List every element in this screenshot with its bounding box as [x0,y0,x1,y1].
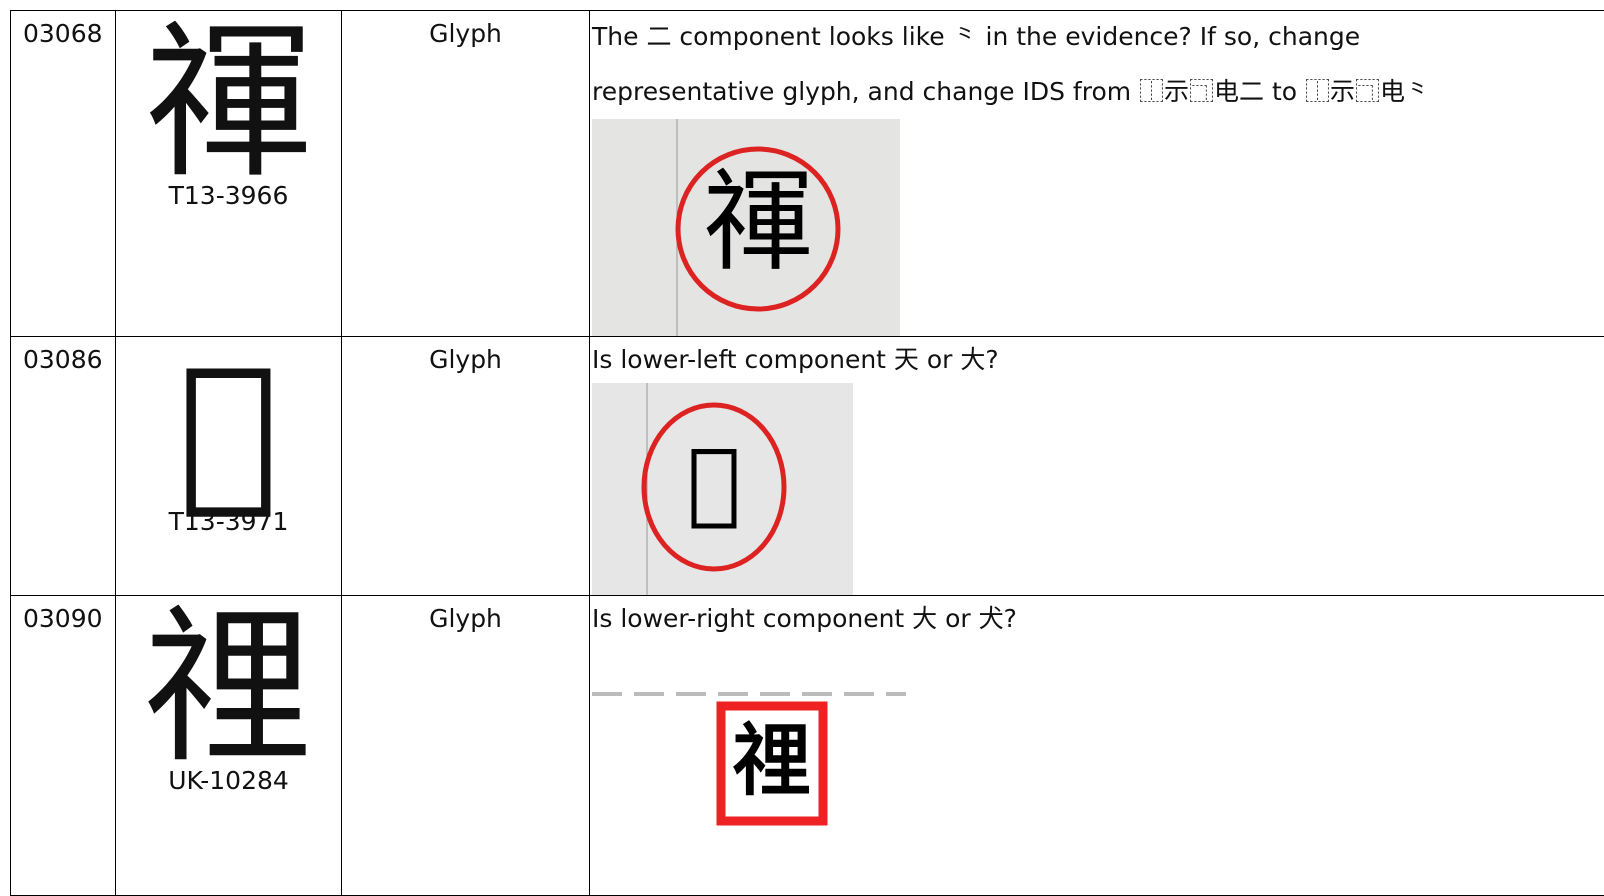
source: T13-3971 [116,507,341,536]
type: Glyph [342,337,590,596]
comment-cell: Is lower-right component 大 or 犬? 𥚃 [590,596,1604,896]
type: Glyph [342,596,590,896]
glyph: 𬐩 [116,339,341,519]
type: Glyph [342,11,590,337]
comment-cell: Is lower-left component 天 or 大? 𬐩 [590,337,1604,596]
evidence-glyph: 𥚃 [733,716,811,806]
evidence-glyph: 禈 [703,158,813,286]
id: 03086 [11,337,116,596]
comment: The 二 component looks like ⺀ in the evid… [592,9,1532,119]
id: 03068 [11,11,116,337]
id: 03090 [11,596,116,896]
comment: Is lower-right component 大 or 犬? [592,602,1532,636]
evidence-image: 禈 [592,119,900,336]
comment: Is lower-left component 天 or 大? [592,343,1532,377]
glyph: 禈 [116,13,341,193]
evidence-image: 𬐩 [592,383,853,595]
glyph: 𥚃 [116,598,341,778]
evidence-image: 𥚃 [592,686,906,831]
comment-cell: The 二 component looks like ⺀ in the evid… [590,11,1604,337]
evidence-glyph: 𬐩 [687,429,741,534]
